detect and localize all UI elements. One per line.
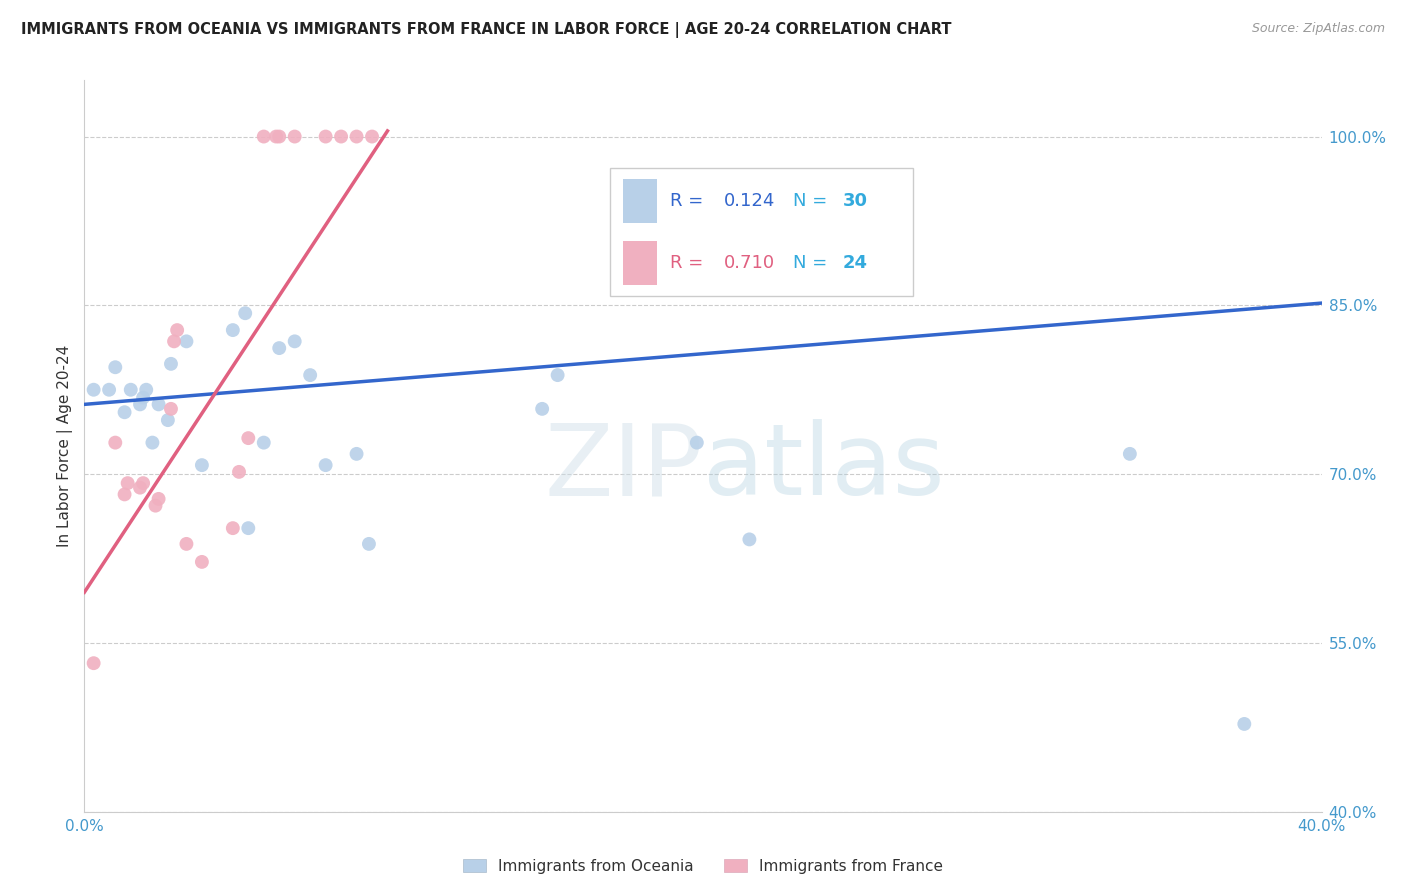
- Point: [253, 129, 276, 144]
- Point: [129, 397, 152, 411]
- Point: [104, 435, 127, 450]
- FancyBboxPatch shape: [623, 179, 657, 223]
- Point: [160, 401, 183, 416]
- Point: [531, 401, 554, 416]
- Point: [98, 383, 121, 397]
- Point: [176, 537, 198, 551]
- FancyBboxPatch shape: [623, 241, 657, 285]
- Point: [135, 383, 157, 397]
- Text: R =: R =: [669, 192, 709, 210]
- Point: [114, 487, 136, 501]
- Point: [191, 555, 214, 569]
- Y-axis label: In Labor Force | Age 20-24: In Labor Force | Age 20-24: [58, 345, 73, 547]
- Point: [104, 360, 127, 375]
- Text: 0.710: 0.710: [724, 254, 775, 272]
- Point: [547, 368, 569, 383]
- Point: [132, 476, 155, 491]
- Point: [132, 391, 155, 405]
- Point: [1119, 447, 1142, 461]
- Point: [156, 413, 179, 427]
- Text: 24: 24: [842, 254, 868, 272]
- Point: [148, 491, 170, 506]
- Point: [145, 499, 167, 513]
- Text: IMMIGRANTS FROM OCEANIA VS IMMIGRANTS FROM FRANCE IN LABOR FORCE | AGE 20-24 COR: IMMIGRANTS FROM OCEANIA VS IMMIGRANTS FR…: [21, 22, 952, 38]
- Point: [253, 435, 276, 450]
- Point: [284, 334, 307, 349]
- Point: [114, 405, 136, 419]
- Point: [346, 447, 368, 461]
- Point: [330, 129, 353, 144]
- Point: [357, 537, 380, 551]
- Point: [160, 357, 183, 371]
- Point: [238, 431, 260, 445]
- Legend: Immigrants from Oceania, Immigrants from France: Immigrants from Oceania, Immigrants from…: [457, 853, 949, 880]
- Point: [176, 334, 198, 349]
- Point: [299, 368, 322, 383]
- Point: [83, 656, 105, 670]
- Point: [269, 129, 291, 144]
- Point: [222, 323, 245, 337]
- Point: [238, 521, 260, 535]
- Point: [1233, 717, 1256, 731]
- Point: [191, 458, 214, 472]
- Text: 0.124: 0.124: [724, 192, 775, 210]
- Point: [686, 435, 709, 450]
- Point: [148, 397, 170, 411]
- Point: [222, 521, 245, 535]
- Point: [315, 458, 337, 472]
- Point: [120, 383, 142, 397]
- Point: [284, 129, 307, 144]
- Text: R =: R =: [669, 254, 709, 272]
- Point: [117, 476, 139, 491]
- Point: [264, 129, 287, 144]
- Point: [163, 334, 186, 349]
- Text: Source: ZipAtlas.com: Source: ZipAtlas.com: [1251, 22, 1385, 36]
- Point: [315, 129, 337, 144]
- Point: [346, 129, 368, 144]
- Point: [233, 306, 256, 320]
- FancyBboxPatch shape: [610, 168, 914, 296]
- Text: atlas: atlas: [703, 419, 945, 516]
- Text: N =: N =: [793, 192, 834, 210]
- Text: N =: N =: [793, 254, 834, 272]
- Point: [83, 383, 105, 397]
- Text: 30: 30: [842, 192, 868, 210]
- Point: [228, 465, 250, 479]
- Point: [129, 481, 152, 495]
- Text: ZIP: ZIP: [544, 419, 703, 516]
- Point: [141, 435, 163, 450]
- Point: [361, 129, 384, 144]
- Point: [738, 533, 761, 547]
- Point: [269, 341, 291, 355]
- Point: [166, 323, 188, 337]
